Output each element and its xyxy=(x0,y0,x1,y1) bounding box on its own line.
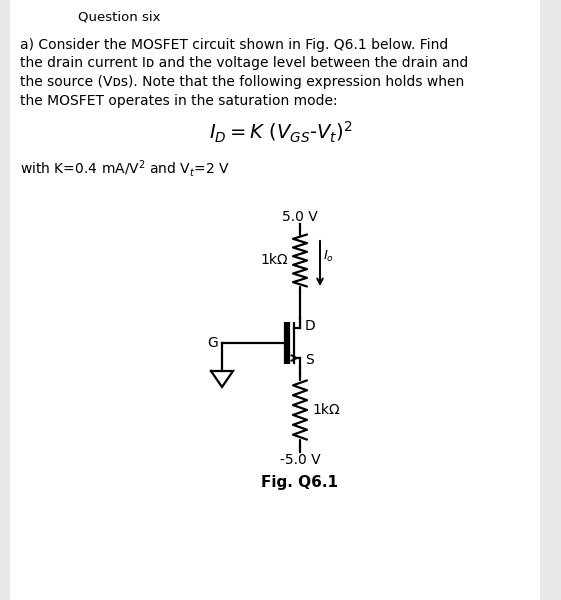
Text: S: S xyxy=(305,353,314,367)
Text: 5.0 V: 5.0 V xyxy=(282,210,318,224)
Text: the drain current Iᴅ and the voltage level between the drain and: the drain current Iᴅ and the voltage lev… xyxy=(20,56,468,70)
Text: with K=0.4 mA/V$^2$ and V$_t$=2 V: with K=0.4 mA/V$^2$ and V$_t$=2 V xyxy=(20,158,230,179)
Text: $\mathit{I_o}$: $\mathit{I_o}$ xyxy=(323,249,334,264)
Text: the source (Vᴅs). Note that the following expression holds when: the source (Vᴅs). Note that the followin… xyxy=(20,75,465,89)
Text: D: D xyxy=(305,319,316,333)
Text: $I_D = K\ (V_{GS}{\text{-}}V_t)^2$: $I_D = K\ (V_{GS}{\text{-}}V_t)^2$ xyxy=(209,120,353,145)
Text: the MOSFET operates in the saturation mode:: the MOSFET operates in the saturation mo… xyxy=(20,94,338,107)
Text: -5.0 V: -5.0 V xyxy=(280,453,320,467)
Text: 1kΩ: 1kΩ xyxy=(260,253,288,268)
Text: Fig. Q6.1: Fig. Q6.1 xyxy=(261,475,338,490)
Text: G: G xyxy=(207,336,218,350)
Text: a) Consider the MOSFET circuit shown in Fig. Q6.1 below. Find: a) Consider the MOSFET circuit shown in … xyxy=(20,38,448,52)
Text: Question six: Question six xyxy=(78,10,160,23)
Text: 1kΩ: 1kΩ xyxy=(312,403,339,417)
